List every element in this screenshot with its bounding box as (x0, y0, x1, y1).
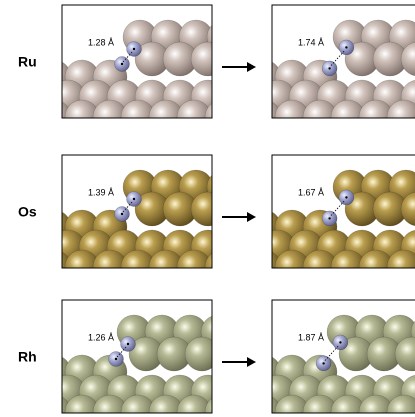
metal-atom (219, 230, 253, 264)
metal-atom (213, 337, 247, 371)
metal-atom (233, 100, 267, 134)
distance-label: 1.28 Å (88, 37, 114, 47)
distance-label: 1.87 Å (298, 332, 324, 342)
atom-dot (322, 362, 324, 364)
atom-dot (133, 48, 135, 50)
metal-label: Rh (18, 349, 37, 365)
atom-dot (345, 46, 347, 48)
arrow-head (247, 357, 256, 367)
atom-dot (121, 213, 123, 215)
panel (37, 300, 303, 417)
arrow-head (247, 212, 256, 222)
atom-dot (345, 196, 347, 198)
metal-atom (235, 20, 269, 54)
metal-atom (219, 375, 253, 409)
distance-label: 1.26 Å (88, 332, 114, 342)
atom-dot (115, 358, 117, 360)
metal-atom (191, 192, 225, 226)
metal-atom (205, 250, 239, 284)
atom-dot (328, 67, 330, 69)
atom-dot (328, 217, 330, 219)
arrow-head (247, 62, 256, 72)
metal-atom (191, 42, 225, 76)
atom-dot (121, 63, 123, 65)
atom-dot (127, 343, 129, 345)
metal-atom (185, 337, 219, 371)
metal-atom (241, 337, 275, 371)
panel (37, 5, 309, 134)
distance-label: 1.67 Å (298, 187, 324, 197)
figure: Ru 1.28 Å 1.74 Å Os 1.39 Å 1.67 Å Rh 1.26 Å 1.87… (0, 0, 415, 417)
metal-atom (235, 170, 269, 204)
atom-dot (339, 341, 341, 343)
metal-label: Os (18, 204, 37, 220)
metal-atom (233, 250, 267, 284)
metal-atom (233, 395, 267, 417)
atom-dot (133, 198, 135, 200)
panels: Ru 1.28 Å 1.74 Å Os 1.39 Å 1.67 Å Rh 1.26 Å 1.87… (18, 5, 415, 417)
distance-label: 1.74 Å (298, 37, 324, 47)
metal-label: Ru (18, 54, 37, 70)
panel (37, 155, 309, 284)
metal-atom (229, 315, 263, 349)
metal-atom (205, 100, 239, 134)
distance-label: 1.39 Å (88, 187, 114, 197)
metal-atom (219, 80, 253, 114)
